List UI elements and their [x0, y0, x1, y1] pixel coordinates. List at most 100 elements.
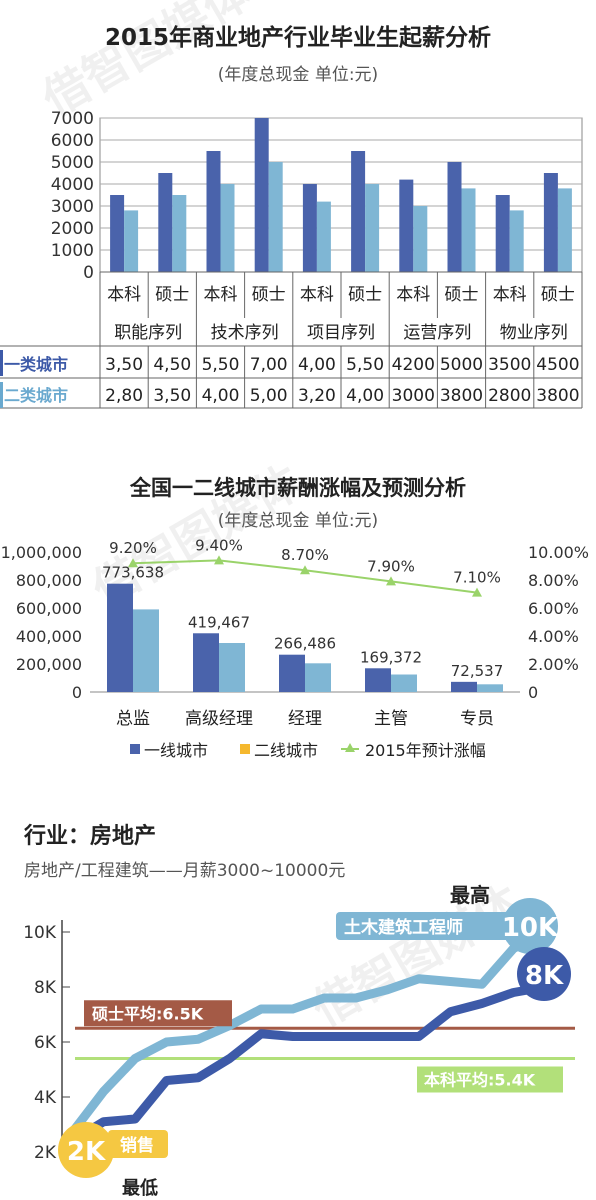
- max-circle-dark: [517, 947, 571, 1001]
- min-value: 2K: [67, 1137, 106, 1167]
- category-label: 本科: [300, 285, 334, 305]
- data-label-tier1: 4200: [392, 355, 435, 375]
- y-tick-label: 2000: [51, 219, 94, 239]
- bar-tier1: [495, 195, 510, 272]
- chart3-subtitle: 房地产/工程建筑——月薪3000~10000元: [24, 861, 346, 881]
- y2-tick-label: 4.00%: [528, 627, 579, 646]
- data-label-tier1: 3500: [488, 355, 531, 375]
- y-tick-label: 7000: [51, 109, 94, 129]
- category-label: 高级经理: [185, 709, 253, 729]
- chart1-svg: 01000200030004000500060007000本科3,502,80硕…: [0, 109, 583, 409]
- y-tick-label: 6000: [51, 131, 94, 151]
- y-tick-label: 5000: [51, 153, 94, 173]
- data-label-tier1: 7,00: [250, 355, 288, 375]
- bar-tier2: [124, 210, 139, 272]
- bar-tier1: [206, 151, 221, 272]
- data-label-tier2: 3,50: [153, 386, 191, 406]
- chart1-subtitle: (年度总现金 单位:元): [217, 65, 379, 85]
- legend-label: 一线城市: [144, 741, 208, 760]
- row-marker: [0, 382, 3, 408]
- min-circle: [58, 1122, 114, 1178]
- legend-swatch: [240, 744, 250, 754]
- y-tick-label: 4K: [34, 1088, 57, 1108]
- growth-label: 7.10%: [453, 569, 501, 587]
- max-job-box: [336, 912, 514, 940]
- growth-label: 7.90%: [367, 557, 415, 575]
- bar-tier2: [413, 206, 428, 272]
- data-label-tier2: 5,00: [250, 386, 288, 406]
- bar-tier2: [305, 663, 331, 692]
- legend-swatch: [130, 744, 140, 754]
- category-label: 总监: [116, 709, 150, 729]
- data-label-tier1: 5,50: [346, 355, 384, 375]
- group-label: 项目序列: [307, 323, 375, 343]
- bar-value-label: 419,467: [188, 613, 250, 631]
- bar-tier1: [107, 583, 133, 692]
- legend-swatch: [345, 743, 355, 752]
- y-tick-label: 200,000: [16, 655, 82, 674]
- max-job-label: 土木建筑工程师: [344, 917, 463, 938]
- bar-tier1: [193, 633, 219, 692]
- y-tick-label: 8K: [34, 978, 57, 998]
- y-tick-label: 4000: [51, 175, 94, 195]
- chart2-subtitle: (年度总现金 单位:元): [217, 511, 379, 531]
- growth-marker: [300, 565, 310, 575]
- data-label-tier2: 4,00: [346, 386, 384, 406]
- y-tick-label: 800,000: [16, 571, 82, 590]
- bar-value-label: 266,486: [274, 635, 336, 653]
- growth-marker: [128, 558, 138, 568]
- category-label: 主管: [374, 709, 408, 729]
- chart2-title: 全国一二线城市薪酬涨幅及预测分析: [130, 476, 466, 500]
- category-label: 专员: [460, 709, 494, 729]
- y2-tick-label: 2.00%: [528, 655, 579, 674]
- category-label: 本科: [493, 285, 527, 305]
- data-label-tier1: 5000: [440, 355, 483, 375]
- reference-label: 本科平均:5.4K: [424, 1071, 536, 1090]
- y-tick-label: 1000: [51, 241, 94, 261]
- reference-label: 硕士平均:6.5K: [92, 1004, 204, 1023]
- data-label-tier2: 3000: [392, 386, 435, 406]
- reference-label-box: [417, 1066, 563, 1093]
- category-label: 硕士: [252, 285, 286, 305]
- category-label: 本科: [204, 285, 238, 305]
- category-label: 本科: [396, 285, 430, 305]
- bar-tier1: [543, 173, 558, 272]
- bar-tier2: [477, 684, 503, 692]
- bar-tier1: [110, 195, 125, 272]
- bar-tier2: [557, 188, 572, 272]
- data-label-tier1: 4,00: [298, 355, 336, 375]
- data-label-tier1: 5,50: [202, 355, 240, 375]
- category-label: 硕士: [348, 285, 382, 305]
- bar-tier1: [399, 179, 414, 272]
- max-value: 10K: [502, 913, 559, 943]
- category-label: 硕士: [155, 285, 189, 305]
- bar-tier1: [158, 173, 173, 272]
- category-label: 本科: [107, 285, 141, 305]
- growth-marker: [214, 555, 224, 565]
- row-marker: [0, 350, 3, 376]
- min-job-label: 销售: [120, 1135, 154, 1156]
- salary-line-light: [68, 928, 548, 1136]
- y-tick-label: 3000: [51, 197, 94, 217]
- y2-tick-label: 6.00%: [528, 599, 579, 618]
- bar-tier2: [133, 609, 159, 692]
- bar-tier2: [461, 188, 476, 272]
- bar-tier1: [254, 118, 269, 272]
- category-label: 硕士: [541, 285, 575, 305]
- bar-tier2: [219, 643, 245, 692]
- data-label-tier1: 3,50: [105, 355, 143, 375]
- data-label-tier2: 3,20: [298, 386, 336, 406]
- y-tick-label: 2K: [34, 1143, 57, 1163]
- data-label-tier1: 4500: [536, 355, 579, 375]
- bar-tier1: [451, 681, 477, 692]
- group-label: 物业序列: [500, 323, 568, 343]
- group-label: 运营序列: [403, 323, 471, 343]
- bar-tier1: [302, 184, 317, 272]
- bar-tier2: [268, 162, 283, 272]
- bar-value-label: 169,372: [360, 648, 422, 666]
- bar-tier1: [365, 668, 391, 692]
- y-tick-label: 400,000: [16, 627, 82, 646]
- growth-label: 9.40%: [195, 536, 243, 554]
- y2-tick-label: 0: [528, 683, 538, 702]
